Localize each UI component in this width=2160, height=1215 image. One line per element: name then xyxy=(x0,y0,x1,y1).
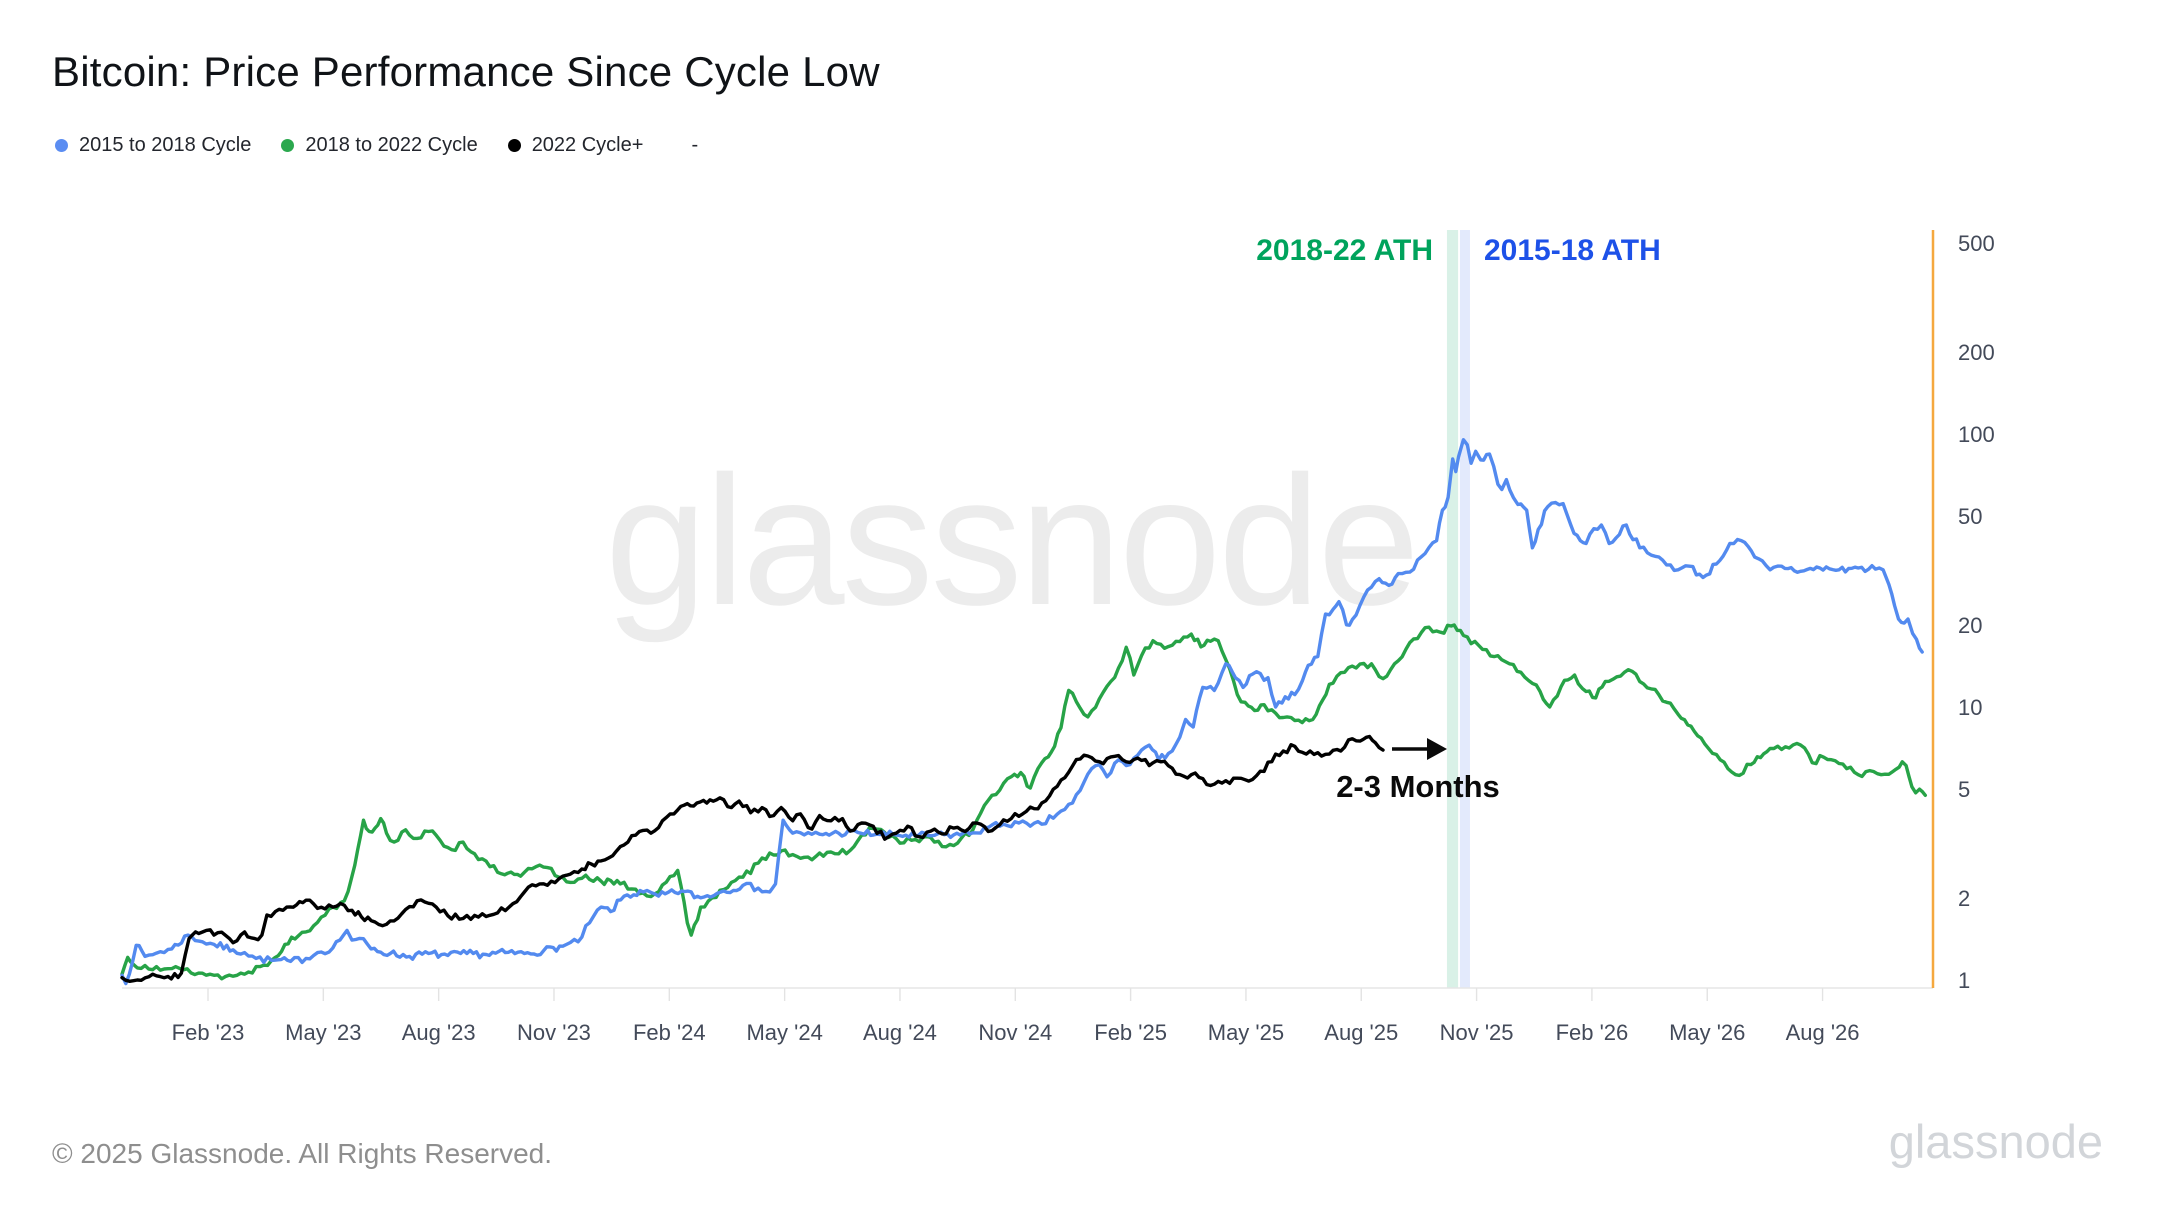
series-line-2015-to-2018-cycle xyxy=(120,438,1924,986)
y-tick-label: 5 xyxy=(1958,777,1970,802)
x-tick-label: Feb '26 xyxy=(1556,1020,1629,1045)
series-line-2022-cycle- xyxy=(120,734,1385,983)
2018-22 ATH band xyxy=(1446,230,1459,988)
x-tick-label: Feb '24 xyxy=(633,1020,706,1045)
y-tick-label: 200 xyxy=(1958,340,1995,365)
glassnode-wordmark: glassnode xyxy=(1888,1115,2103,1168)
legend-item-label: 2022 Cycle+ xyxy=(531,134,644,156)
legend-item-1[interactable]: 2018 to 2022 Cycle xyxy=(281,134,478,157)
2015-18 ATH band xyxy=(1459,230,1470,988)
legend-item-label: 2018 to 2022 Cycle xyxy=(305,134,478,156)
months-label: 2-3 Months xyxy=(1336,769,1500,804)
legend: 2015 to 2018 Cycle 2018 to 2022 Cycle 2022… xyxy=(55,134,698,157)
series-line-2018-to-2022-cycle xyxy=(120,623,1927,981)
ath-blue-label: 2015-18 ATH xyxy=(1484,234,1661,267)
x-tick-label: Aug '24 xyxy=(863,1020,937,1045)
y-tick-label: 50 xyxy=(1958,504,1982,529)
x-tick-label: May '25 xyxy=(1208,1020,1284,1045)
legend-dot-icon xyxy=(55,139,68,152)
copyright: © 2025 Glassnode. All Rights Reserved. xyxy=(52,1138,553,1169)
x-tick-label: May '23 xyxy=(285,1020,361,1045)
legend-dot-icon xyxy=(281,139,295,152)
y-tick-label: 10 xyxy=(1958,695,1982,720)
page-title: Bitcoin: Price Performance Since Cycle L… xyxy=(52,48,880,95)
legend-item-2[interactable]: 2022 Cycle+ xyxy=(507,134,644,157)
legend-item-0[interactable]: 2015 to 2018 Cycle xyxy=(55,134,251,157)
legend-item-empty: - xyxy=(691,134,699,156)
x-tick-label: Nov '23 xyxy=(517,1020,591,1045)
y-tick-label: 2 xyxy=(1958,886,1970,911)
y-tick-label: 500 xyxy=(1958,231,1995,256)
x-tick-label: May '26 xyxy=(1669,1020,1745,1045)
legend-dot-icon xyxy=(507,139,521,152)
x-tick-label: Nov '24 xyxy=(978,1020,1052,1045)
x-tick-label: Nov '25 xyxy=(1440,1020,1514,1045)
x-tick-label: Feb '25 xyxy=(1094,1020,1167,1045)
y-tick-label: 100 xyxy=(1958,422,1995,447)
x-tick-label: Aug '25 xyxy=(1324,1020,1398,1045)
x-tick-label: Aug '23 xyxy=(402,1020,476,1045)
x-tick-label: May '24 xyxy=(746,1020,822,1045)
x-tick-label: Feb '23 xyxy=(172,1020,245,1045)
watermark: glassnode xyxy=(605,437,1420,643)
x-tick-label: Aug '26 xyxy=(1786,1020,1860,1045)
legend-item-label: 2015 to 2018 Cycle xyxy=(79,134,252,156)
y-tick-label: 1 xyxy=(1958,968,1970,993)
arrow-head-icon xyxy=(1427,738,1447,760)
y-tick-label: 20 xyxy=(1958,613,1982,638)
ath-green-label: 2018-22 ATH xyxy=(1256,234,1433,267)
